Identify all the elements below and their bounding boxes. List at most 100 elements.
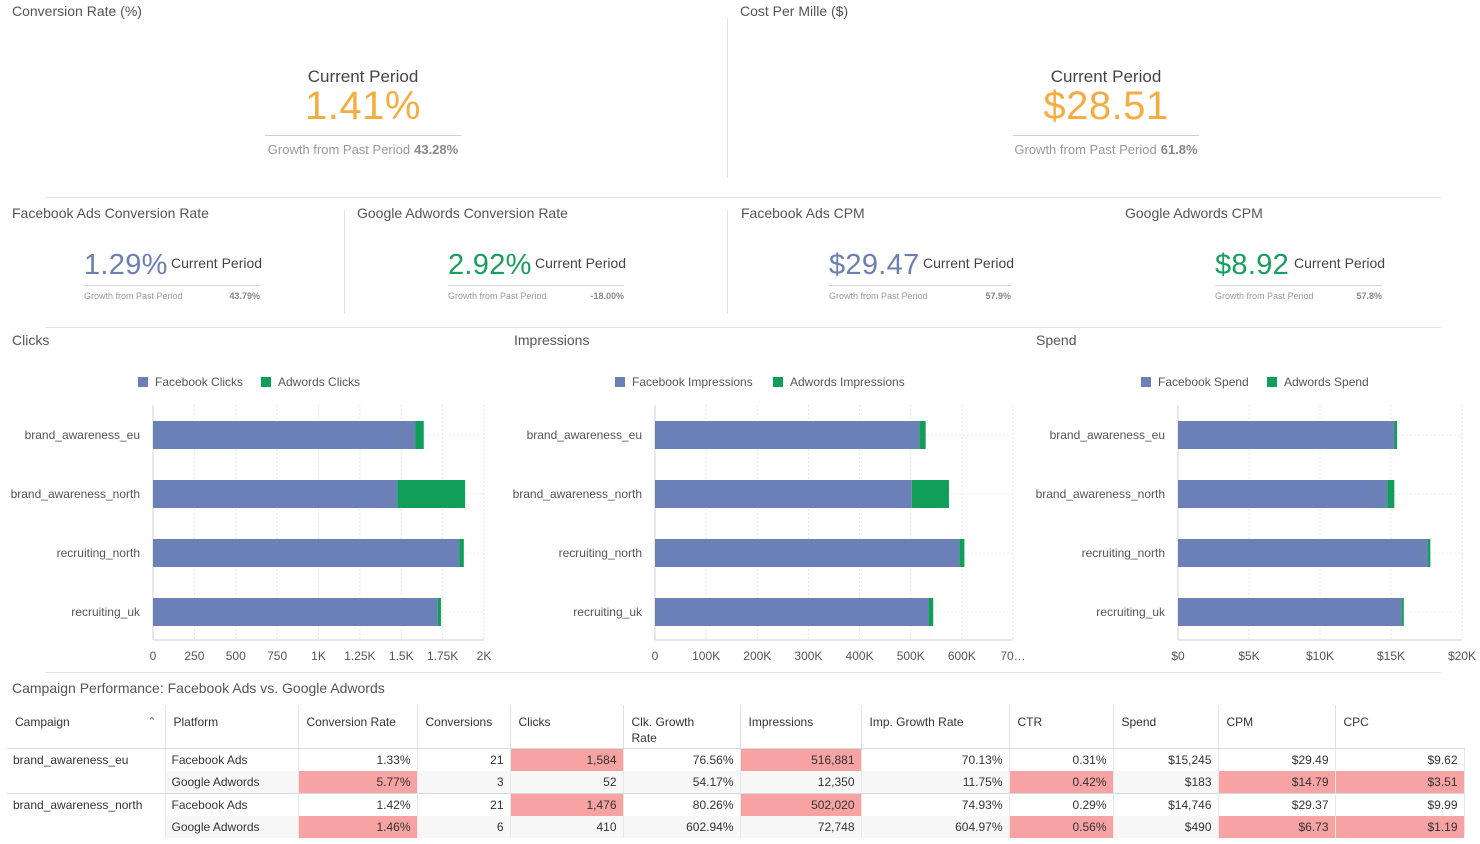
table-row: brand_awareness_eu Facebook Ads 1.33% 21 1,5… (7, 747, 1465, 793)
kpi-growth-value: 57.9% (985, 291, 1011, 301)
category-label: recruiting_uk (573, 605, 643, 619)
kpi-growth-value: -18.00% (590, 291, 624, 301)
divider-horizontal (45, 327, 1441, 328)
column-header[interactable]: Clk. Growth Rate (623, 705, 741, 749)
x-tick-label: 1.25K (344, 649, 375, 663)
kpi-divider (84, 285, 260, 286)
legend-swatch (1141, 377, 1151, 387)
table-cell: 0.29% (1009, 792, 1114, 816)
bar-adwords (1387, 480, 1395, 508)
x-tick-label: $20K (1448, 649, 1476, 663)
column-header[interactable]: CPC (1335, 705, 1464, 749)
kpi-growth-value: 43.79% (229, 291, 260, 301)
column-header-label: CPC (1343, 715, 1369, 729)
table-cell: 80.26% (623, 792, 741, 816)
x-tick-label: $0 (1171, 649, 1185, 663)
divider-horizontal (45, 672, 1441, 673)
x-tick-label: 500K (897, 649, 925, 663)
legend-swatch (773, 377, 783, 387)
panel-title: Conversion Rate (%) (12, 3, 142, 19)
x-tick-label: 600K (948, 649, 976, 663)
bar-adwords (1401, 598, 1404, 626)
chart-title: Clicks (12, 332, 49, 348)
bar-facebook (1178, 480, 1388, 508)
category-label: brand_awareness_eu (1050, 428, 1165, 442)
bar-adwords (1427, 539, 1431, 567)
x-tick-label: 1K (311, 649, 326, 663)
kpi-label: Current Period (307, 67, 419, 86)
column-header-label: CTR (1017, 715, 1043, 729)
bar-adwords (911, 480, 949, 508)
kpi-label: Current Period (171, 255, 263, 271)
x-tick-label: 1.75K (427, 649, 458, 663)
kpi-growth: Growth from Past Period 61.8% (1014, 142, 1198, 157)
table-row: Google Adwords 1.46% 6 410 602.94% 72,748 604.… (7, 815, 1465, 838)
kpi-divider (1013, 135, 1199, 136)
column-header-label: Impressions (748, 715, 814, 729)
column-header[interactable]: Clicks (510, 705, 624, 749)
kpi-label: Current Period (923, 255, 1015, 271)
panel-title: Facebook Ads CPM (741, 205, 865, 221)
table-cell: 11.75% (861, 770, 1010, 793)
column-header[interactable]: CPM (1218, 705, 1336, 749)
kpi-growth-label: Growth from Past Period (448, 291, 547, 301)
column-header-label: CPM (1226, 715, 1254, 729)
table-cell: $6.73 (1218, 815, 1336, 838)
bar-facebook (655, 598, 929, 626)
table-cell: $15,245 (1113, 747, 1219, 771)
x-tick-label: 2K (477, 649, 492, 663)
legend-label: Facebook Spend (1158, 375, 1249, 389)
column-header-label: Platform (173, 715, 219, 729)
table-cell: 6 (417, 815, 511, 838)
bar-facebook (655, 480, 912, 508)
table-cell: 1.42% (298, 792, 418, 816)
bar-facebook (1178, 598, 1402, 626)
bar-adwords (397, 480, 466, 508)
table-cell: $29.49 (1218, 747, 1336, 771)
column-header[interactable]: Conversions (417, 705, 511, 749)
panel-title: Google Adwords CPM (1125, 205, 1263, 221)
kpi-divider (448, 285, 624, 286)
table-cell: $14.79 (1218, 770, 1336, 793)
table-cell: $14,746 (1113, 792, 1219, 816)
table-cell: 502,020 (740, 792, 862, 816)
column-header[interactable]: Platform (165, 705, 299, 749)
table-row: brand_awareness_north Facebook Ads 1.42% 21… (7, 792, 1465, 838)
table-cell: 5.77% (298, 770, 418, 793)
chevron-up-icon[interactable]: ⌃ (147, 716, 157, 728)
campaign-table: Campaign ⌃ Platform Conversion Rate Conversi… (7, 705, 1465, 838)
table-cell: 1.33% (298, 747, 418, 771)
column-header[interactable]: Conversion Rate (298, 705, 418, 749)
column-header[interactable]: Impressions (740, 705, 862, 749)
table-cell: 21 (417, 792, 511, 816)
kpi-growth-value: 57.8% (1356, 291, 1382, 301)
column-header[interactable]: CTR (1009, 705, 1114, 749)
legend-label: Facebook Clicks (155, 375, 243, 389)
panel-title: Google Adwords Conversion Rate (357, 205, 568, 221)
column-header-label: Spend (1121, 715, 1157, 729)
bar-adwords (415, 421, 424, 449)
charts-area: Clicks Facebook Clicks Adwords Clicks 0 250 5… (11, 332, 1476, 663)
kpi-growth-label: Growth from Past Period (84, 291, 183, 301)
column-header[interactable]: Imp. Growth Rate (861, 705, 1010, 749)
panel-title: Facebook Ads Conversion Rate (12, 205, 209, 221)
table-cell: 1,476 (510, 792, 624, 816)
kpi-divider (829, 285, 1011, 286)
x-tick-label: $5K (1238, 649, 1259, 663)
table-cell: $490 (1113, 815, 1219, 838)
kpi-value: 1.41% (305, 84, 421, 128)
table-cell: 0.56% (1009, 815, 1114, 838)
kpi-value: $29.47 (829, 249, 920, 281)
column-header[interactable]: Campaign ⌃ (7, 705, 166, 749)
table-cell: $9.62 (1335, 747, 1465, 771)
bar-adwords (928, 598, 934, 626)
campaign-cell: brand_awareness_north (7, 792, 166, 838)
table-cell: 602.94% (623, 815, 741, 838)
table-cell: $29.37 (1218, 792, 1336, 816)
bar-adwords (1394, 421, 1398, 449)
kpi-label: Current Period (535, 255, 627, 271)
category-label: recruiting_uk (1096, 605, 1166, 619)
column-header[interactable]: Spend (1113, 705, 1219, 749)
table-cell: 12,350 (740, 770, 862, 793)
bar-adwords (437, 598, 441, 626)
